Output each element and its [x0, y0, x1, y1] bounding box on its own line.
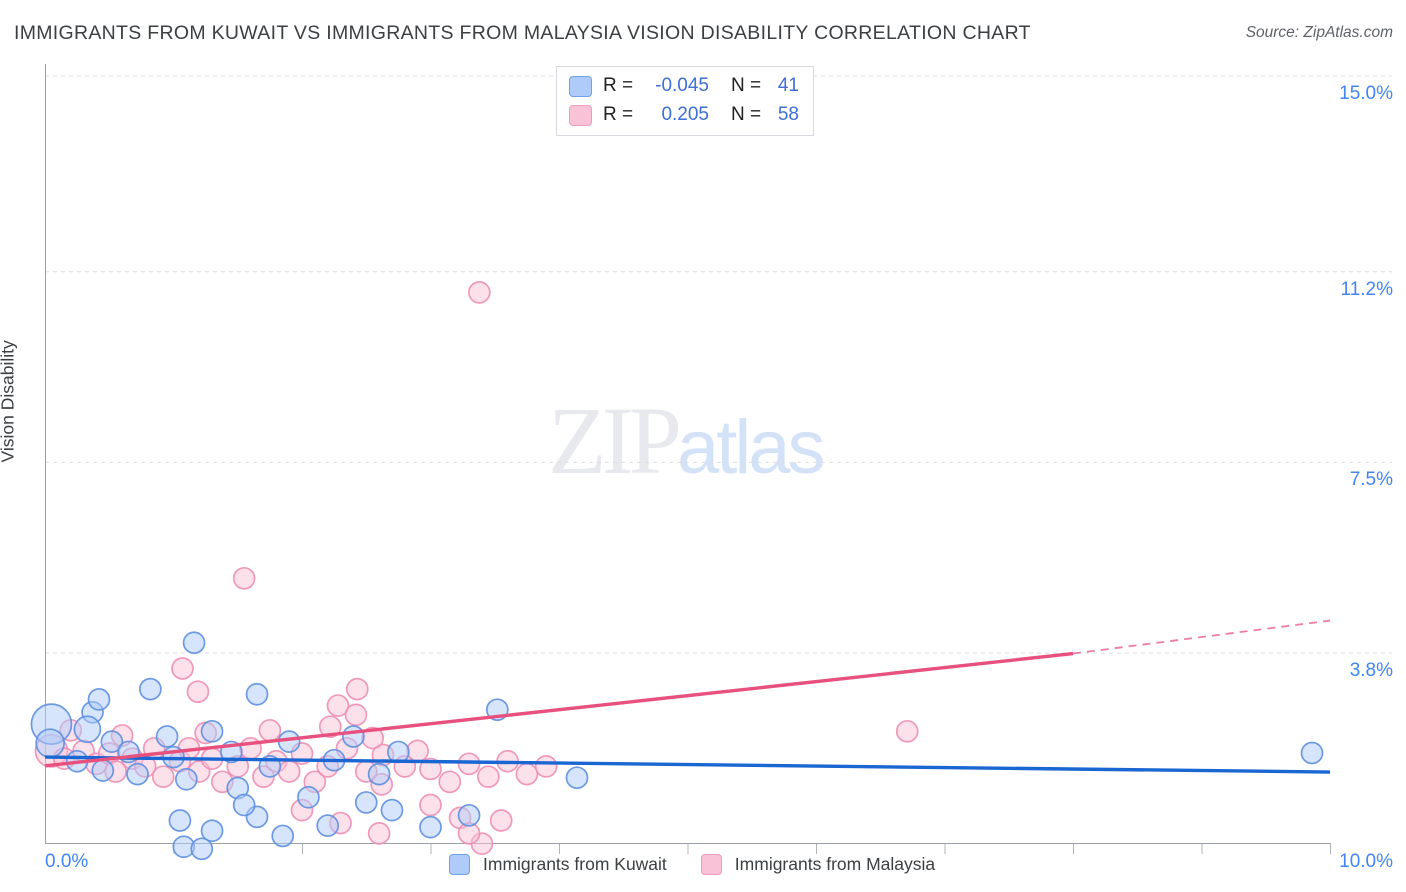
data-point-kuwait — [387, 740, 410, 764]
stats-row-malaysia: R = 0.205 N = 58 — [569, 102, 799, 128]
r-label: R = — [603, 75, 634, 96]
data-point-malaysia — [151, 765, 175, 789]
data-point-kuwait — [419, 815, 442, 839]
trend-line-kuwait — [44, 755, 1331, 774]
data-point-kuwait — [316, 814, 340, 837]
x-axis-max-label: 10.0% — [1339, 851, 1393, 872]
data-point-malaysia — [895, 719, 919, 743]
data-point-malaysia — [318, 715, 342, 739]
r-value-kuwait: -0.045 — [655, 75, 709, 96]
data-point-kuwait — [35, 728, 65, 759]
data-point-malaysia — [344, 703, 368, 727]
data-point-kuwait — [200, 719, 224, 743]
data-point-kuwait — [200, 819, 224, 843]
data-point-malaysia — [476, 765, 500, 789]
stats-row-kuwait: R = -0.045 N = 41 — [569, 73, 799, 99]
data-point-malaysia — [467, 281, 491, 304]
data-point-kuwait — [297, 785, 320, 809]
legend-item-malaysia: Immigrants from Malaysia — [700, 854, 936, 875]
data-point-malaysia — [515, 762, 539, 786]
data-point-kuwait — [155, 725, 179, 748]
data-point-kuwait — [87, 688, 111, 711]
kuwait-legend-label: Immigrants from Kuwait — [483, 854, 667, 874]
series-legend: Immigrants from Kuwait Immigrants from M… — [449, 854, 935, 875]
data-point-kuwait — [91, 759, 115, 782]
malaysia-swatch — [569, 104, 592, 126]
data-point-kuwait — [342, 725, 365, 748]
n-label: N = — [731, 75, 762, 96]
malaysia-legend-label: Immigrants from Malaysia — [734, 854, 936, 874]
data-point-kuwait — [245, 682, 269, 706]
n-value-malaysia: 58 — [777, 104, 799, 125]
x-axis-min-label: 0.0% — [45, 851, 89, 872]
data-point-kuwait — [565, 766, 589, 790]
data-point-malaysia — [277, 760, 301, 783]
data-point-kuwait — [139, 677, 162, 701]
data-point-kuwait — [190, 837, 214, 861]
trend-line-malaysia — [44, 651, 1074, 768]
data-point-malaysia — [171, 657, 194, 680]
data-point-malaysia — [534, 755, 558, 778]
data-point-kuwait — [271, 824, 295, 848]
r-label: R = — [603, 104, 634, 125]
legend-item-kuwait: Immigrants from Kuwait — [449, 854, 667, 875]
n-value-kuwait: 41 — [777, 75, 799, 96]
data-point-kuwait — [1300, 741, 1324, 765]
y-axis-tick-label: 7.5% — [1349, 469, 1393, 491]
data-point-malaysia — [258, 718, 282, 742]
r-value-malaysia: 0.205 — [661, 104, 709, 125]
page-title: IMMIGRANTS FROM KUWAIT VS IMMIGRANTS FRO… — [14, 22, 1031, 44]
data-point-malaysia — [326, 694, 350, 717]
data-point-malaysia — [406, 739, 429, 763]
data-point-kuwait — [182, 631, 206, 655]
source-attribution: Source: ZipAtlas.com — [1245, 24, 1393, 41]
data-point-malaysia — [419, 793, 442, 817]
data-point-kuwait — [126, 762, 149, 786]
y-axis-tick-label: 15.0% — [1339, 83, 1393, 104]
data-point-malaysia — [489, 809, 513, 832]
data-point-kuwait — [168, 809, 192, 832]
data-point-kuwait — [100, 730, 124, 753]
correlation-stats-box: R = -0.045 N = 41 R = 0.205 N = 58 — [556, 66, 814, 136]
data-point-kuwait — [175, 767, 198, 791]
trend-line-malaysia-extension — [1072, 619, 1331, 655]
data-point-kuwait — [380, 798, 404, 822]
data-point-malaysia — [367, 821, 391, 845]
y-axis-tick-label: 11.2% — [1340, 278, 1393, 300]
data-point-kuwait — [367, 762, 391, 786]
y-axis-tick-label: 3.8% — [1349, 660, 1393, 682]
malaysia-legend-swatch — [700, 854, 722, 875]
n-label: N = — [731, 104, 762, 125]
data-point-malaysia — [419, 757, 442, 781]
kuwait-swatch — [569, 75, 592, 97]
data-point-kuwait — [457, 803, 481, 827]
data-point-kuwait — [354, 791, 378, 814]
data-point-malaysia — [345, 677, 369, 701]
data-point-malaysia — [438, 770, 462, 794]
data-point-malaysia — [186, 680, 210, 704]
data-point-kuwait — [73, 715, 102, 744]
data-point-kuwait — [232, 793, 256, 817]
data-point-malaysia — [232, 566, 256, 590]
kuwait-legend-swatch — [449, 854, 470, 875]
